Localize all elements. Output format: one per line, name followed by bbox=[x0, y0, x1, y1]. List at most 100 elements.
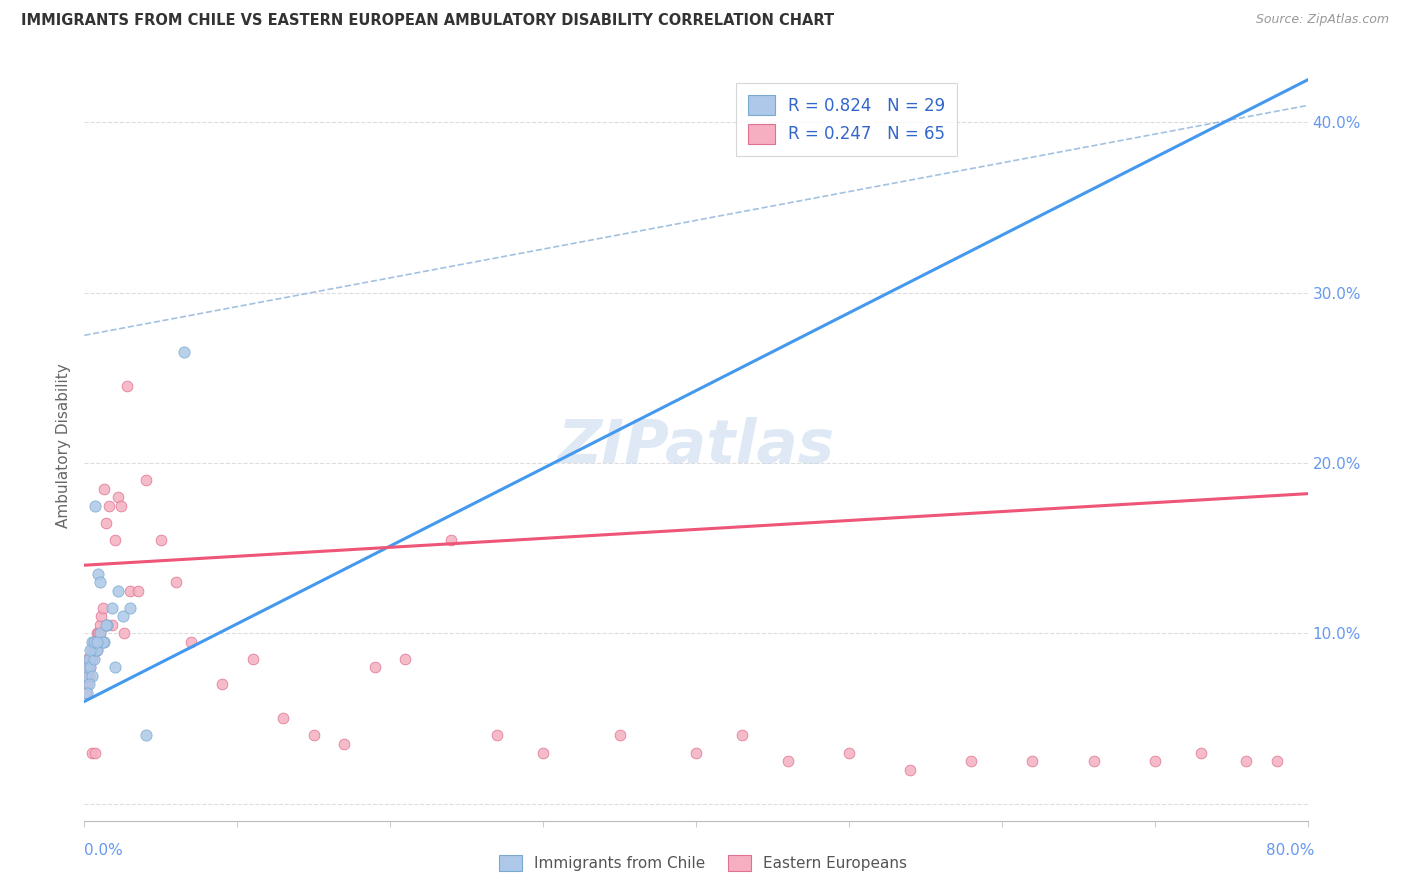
Point bbox=[101, 617, 124, 632]
Point bbox=[94, 617, 117, 632]
Point bbox=[110, 499, 132, 513]
Point bbox=[80, 643, 103, 657]
Point bbox=[1021, 754, 1043, 768]
Point bbox=[89, 626, 111, 640]
Point bbox=[173, 345, 195, 359]
Point bbox=[84, 643, 107, 657]
Point bbox=[84, 746, 107, 760]
Point bbox=[112, 626, 135, 640]
Point bbox=[76, 660, 98, 674]
Point bbox=[93, 482, 115, 496]
Y-axis label: Ambulatory Disability: Ambulatory Disability bbox=[56, 364, 72, 528]
Point bbox=[364, 660, 387, 674]
Point bbox=[107, 490, 129, 504]
Point bbox=[101, 600, 124, 615]
Point bbox=[83, 635, 105, 649]
Point bbox=[1236, 754, 1258, 768]
Text: Source: ZipAtlas.com: Source: ZipAtlas.com bbox=[1256, 13, 1389, 27]
Text: IMMIGRANTS FROM CHILE VS EASTERN EUROPEAN AMBULATORY DISABILITY CORRELATION CHAR: IMMIGRANTS FROM CHILE VS EASTERN EUROPEA… bbox=[21, 13, 834, 29]
Point bbox=[104, 533, 127, 547]
Point bbox=[76, 652, 98, 666]
Point bbox=[84, 635, 107, 649]
Point bbox=[271, 711, 294, 725]
Point bbox=[89, 575, 111, 590]
Point bbox=[91, 635, 114, 649]
Point bbox=[394, 652, 416, 666]
Point bbox=[80, 635, 103, 649]
Point bbox=[1143, 754, 1166, 768]
Point bbox=[79, 652, 101, 666]
Point bbox=[75, 669, 97, 683]
Point bbox=[731, 729, 754, 743]
Point bbox=[1265, 754, 1288, 768]
Point bbox=[165, 575, 187, 590]
Point bbox=[86, 635, 108, 649]
Point bbox=[531, 746, 554, 760]
Point bbox=[84, 499, 107, 513]
Point bbox=[86, 626, 108, 640]
Point bbox=[180, 635, 202, 649]
Point bbox=[84, 643, 107, 657]
Point bbox=[960, 754, 983, 768]
Point bbox=[302, 729, 325, 743]
Point bbox=[211, 677, 233, 691]
Point bbox=[83, 635, 105, 649]
Point bbox=[89, 626, 111, 640]
Legend: Immigrants from Chile, Eastern Europeans: Immigrants from Chile, Eastern Europeans bbox=[499, 855, 907, 871]
Point bbox=[83, 652, 105, 666]
Point bbox=[120, 600, 142, 615]
Point bbox=[77, 677, 100, 691]
Point bbox=[685, 746, 707, 760]
Point bbox=[486, 729, 509, 743]
Point bbox=[97, 499, 120, 513]
Point bbox=[76, 677, 98, 691]
Point bbox=[90, 609, 112, 624]
Point bbox=[86, 643, 108, 657]
Point bbox=[776, 754, 799, 768]
Point bbox=[115, 379, 138, 393]
Point bbox=[75, 686, 97, 700]
Point bbox=[86, 643, 108, 657]
Point bbox=[79, 660, 101, 674]
Point bbox=[87, 566, 110, 581]
Point bbox=[75, 660, 97, 674]
Point bbox=[440, 533, 463, 547]
Point bbox=[79, 643, 101, 657]
Point bbox=[127, 583, 149, 598]
Point bbox=[80, 746, 103, 760]
Point bbox=[1083, 754, 1105, 768]
Point bbox=[75, 669, 97, 683]
Point bbox=[93, 635, 115, 649]
Point bbox=[96, 617, 118, 632]
Point bbox=[96, 617, 118, 632]
Point bbox=[898, 763, 921, 777]
Point bbox=[77, 660, 100, 674]
Point bbox=[76, 686, 98, 700]
Point bbox=[79, 660, 101, 674]
Point bbox=[77, 669, 100, 683]
Point bbox=[149, 533, 172, 547]
Point bbox=[77, 652, 100, 666]
Point bbox=[609, 729, 631, 743]
Text: 80.0%: 80.0% bbox=[1267, 843, 1315, 858]
Point bbox=[107, 583, 129, 598]
Point bbox=[83, 643, 105, 657]
Point bbox=[104, 660, 127, 674]
Point bbox=[77, 669, 100, 683]
Point bbox=[120, 583, 142, 598]
Point bbox=[135, 729, 157, 743]
Point bbox=[89, 617, 111, 632]
Point bbox=[333, 737, 356, 751]
Text: 0.0%: 0.0% bbox=[84, 843, 124, 858]
Point bbox=[80, 669, 103, 683]
Point bbox=[242, 652, 264, 666]
Point bbox=[94, 516, 117, 530]
Point bbox=[1189, 746, 1212, 760]
Point bbox=[111, 609, 134, 624]
Point bbox=[80, 652, 103, 666]
Point bbox=[87, 626, 110, 640]
Text: ZIPatlas: ZIPatlas bbox=[557, 417, 835, 475]
Legend: R = 0.824   N = 29, R = 0.247   N = 65: R = 0.824 N = 29, R = 0.247 N = 65 bbox=[737, 84, 956, 156]
Point bbox=[838, 746, 860, 760]
Point bbox=[76, 677, 98, 691]
